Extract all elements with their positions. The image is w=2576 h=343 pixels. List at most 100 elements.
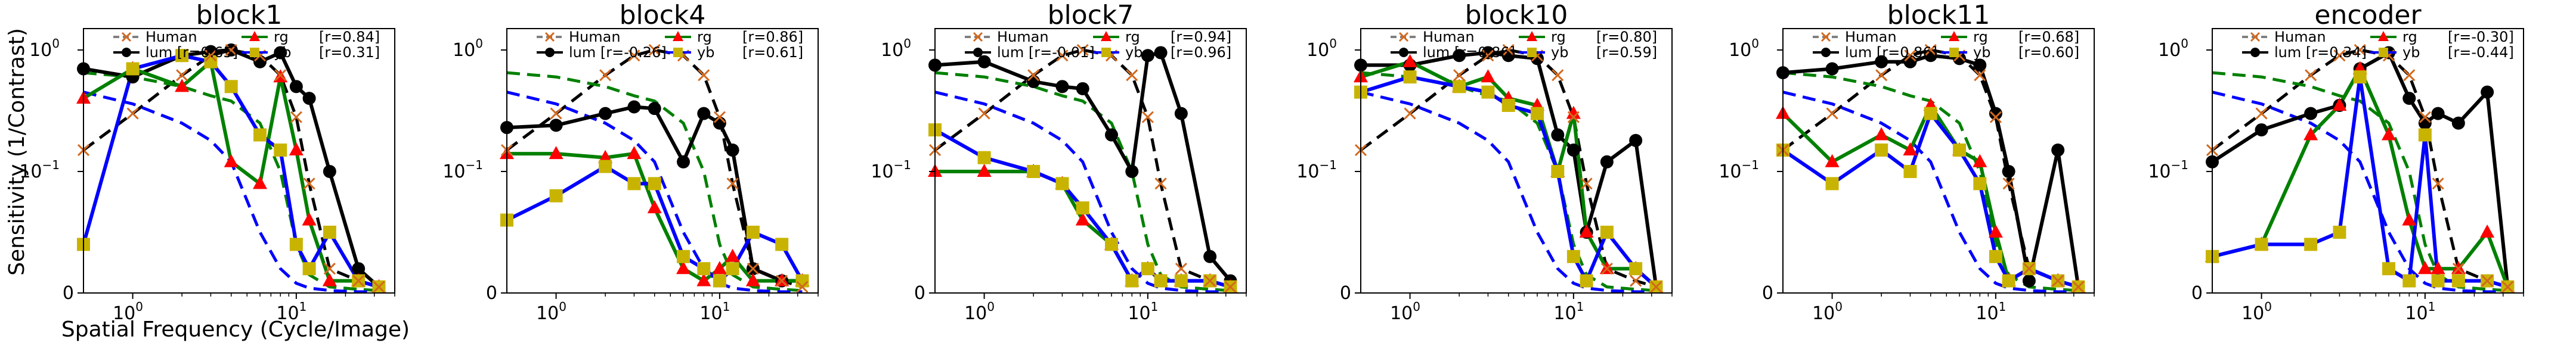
point-lum: [1154, 46, 1168, 60]
y-tick-label: 0: [1340, 283, 1351, 304]
point-rg: [1579, 224, 1594, 238]
point-yb: [1551, 164, 1565, 178]
legend: Human rg [r=0.86] lum [r=-0.26] yb [r=0.61]: [537, 29, 803, 61]
point-yb: [1825, 177, 1839, 191]
point-rg: [2402, 212, 2417, 226]
point-human: [2452, 263, 2464, 275]
point-yb: [1973, 177, 1987, 191]
y-tick-label: 0: [63, 283, 74, 304]
point-rg: [712, 261, 727, 275]
point-human: [2501, 280, 2514, 293]
legend-r-value: [r=0.84]: [319, 29, 380, 45]
point-human: [2354, 43, 2366, 56]
point-yb: [2353, 70, 2367, 84]
legend-r-value: [r=0.94]: [1171, 29, 1231, 45]
point-rg: [977, 163, 992, 177]
legend-label: yb: [1551, 44, 1568, 61]
point-rg: [1988, 224, 2003, 238]
point-yb: [1141, 262, 1154, 276]
y-tick-label: 0: [2191, 283, 2203, 304]
plot-frame: [506, 28, 819, 294]
point-yb: [726, 262, 739, 276]
series-lum-line: [2212, 50, 2510, 288]
point-yb: [302, 262, 316, 276]
legend-r-value: [r=0.96]: [1171, 44, 1231, 61]
point-rg: [1075, 212, 1090, 226]
point-lum: [977, 55, 991, 68]
plot-frame: [1782, 28, 2095, 294]
point-human: [1567, 111, 1580, 123]
point-rg: [1481, 69, 1496, 83]
point-lum: [1551, 128, 1565, 142]
legend-label: yb: [274, 44, 291, 61]
panel-title: block4: [620, 0, 706, 30]
series-lum-line: [1783, 54, 2080, 288]
series-lum-line: [1361, 51, 1658, 288]
y-tick-label: 100: [2158, 36, 2188, 61]
point-human: [2419, 111, 2431, 123]
point-yb: [627, 177, 641, 191]
point-lum: [2431, 107, 2445, 120]
x-tick-label: 101: [699, 300, 730, 324]
point-lum: [1629, 133, 1643, 147]
point-yb: [2002, 274, 2015, 288]
point-lum: [2304, 107, 2318, 120]
y-tick-label: 0: [486, 283, 497, 304]
legend-label: Human: [1423, 29, 1475, 45]
point-human: [1453, 69, 1466, 82]
legend-label: yb: [2402, 44, 2420, 61]
legend-label: yb: [697, 44, 714, 61]
point-yb: [1076, 201, 1089, 215]
y-tick-label: 10−1: [442, 158, 483, 182]
x-tick-label: 100: [2241, 300, 2272, 324]
point-human: [2403, 69, 2416, 82]
point-lum: [302, 92, 316, 105]
point-lum: [1825, 62, 1839, 76]
panel-title: block7: [1048, 0, 1134, 30]
point-human: [1175, 263, 1187, 275]
point-human: [1224, 280, 1237, 293]
point-yb: [2451, 274, 2465, 288]
point-lum: [697, 107, 711, 120]
yb-reference-line: [83, 91, 379, 293]
point-human: [1404, 107, 1416, 120]
panel-title: encoder: [2314, 0, 2422, 30]
point-rg: [2332, 97, 2347, 111]
legend: Human rg [r=0.80] lum [r=0.86] yb [r=0.59]: [1391, 29, 1657, 61]
legend-r-value: [r=0.60]: [2018, 44, 2079, 61]
yb-reference-line: [2212, 91, 2508, 293]
point-yb: [1903, 164, 1917, 178]
point-yb: [1580, 274, 1593, 288]
series-rg-line: [2212, 64, 2510, 288]
point-human: [1552, 69, 1564, 82]
point-human: [1989, 111, 2002, 123]
y-tick-label: 100: [881, 36, 911, 61]
x-tick-label: 101: [1976, 300, 2006, 324]
point-rg: [696, 273, 711, 286]
point-lum: [253, 55, 267, 68]
legend-label: lum [r=0.86]: [1423, 44, 1515, 61]
point-rg: [1402, 54, 1417, 67]
series-rg-line: [83, 58, 380, 289]
point-yb: [175, 49, 189, 63]
point-rg: [2480, 224, 2495, 238]
point-human: [1126, 69, 1138, 82]
point-yb: [1566, 250, 1580, 263]
point-rg: [1566, 105, 1581, 119]
point-human: [1826, 107, 1838, 120]
point-human: [1204, 275, 1216, 287]
point-yb: [274, 144, 287, 157]
point-lum: [1141, 49, 1154, 63]
point-rg: [224, 154, 239, 167]
series-rg-line: [935, 170, 1231, 289]
point-human: [2072, 280, 2085, 293]
point-lum: [323, 164, 336, 178]
chart-panel-block10: block10 100 101 100 10−1 0 Human rg [r=0.80] lum …: [1296, 0, 1673, 324]
chart-panel-encoder: encoder 100 101 100 10−1 0 Human rg [r=-0.30] lum…: [2148, 0, 2524, 324]
legend-label: Human: [2274, 29, 2326, 45]
y-tick-label: 100: [453, 36, 483, 61]
rg-reference-line: [83, 71, 379, 292]
point-human: [1924, 43, 1937, 56]
legend: Human rg [r=0.94] lum [r=-0.01] yb [r=0.96]: [965, 29, 1231, 61]
series-rg-line: [507, 151, 803, 283]
